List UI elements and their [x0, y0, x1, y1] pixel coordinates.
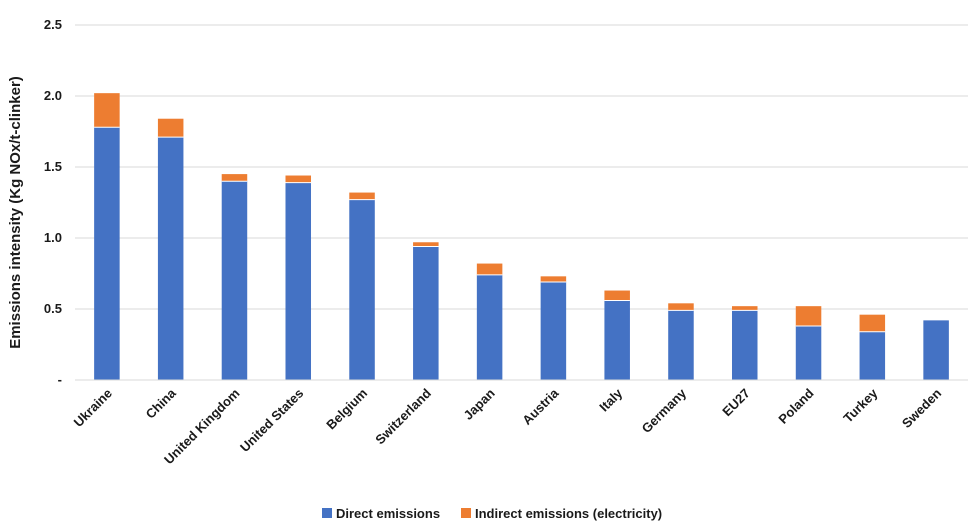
bar-indirect-china [157, 118, 184, 138]
x-tick-label: Switzerland [372, 385, 434, 447]
bar-indirect-eu27 [731, 306, 758, 311]
bar-direct-united-kingdom [221, 181, 248, 380]
bar-indirect-ukraine [94, 93, 120, 128]
legend-label-direct: Direct emissions [336, 506, 440, 521]
x-tick-label: Sweden [899, 385, 944, 430]
x-tick-label: Poland [775, 385, 816, 426]
x-tick-label: Ukraine [71, 386, 115, 430]
x-tick-label: Germany [639, 385, 690, 436]
bar-indirect-turkey [859, 314, 886, 332]
x-tick-label: Turkey [840, 385, 881, 426]
bar-indirect-switzerland [413, 242, 439, 247]
legend-label-indirect: Indirect emissions (electricity) [475, 506, 662, 521]
y-axis-tick-labels: - 0.5 1.0 1.5 2.0 2.5 [44, 17, 62, 387]
bar-indirect-italy [604, 290, 630, 301]
x-tick-label: Italy [596, 385, 626, 415]
bar-indirect-germany [668, 303, 694, 311]
bars [94, 93, 949, 381]
x-tick-label: Austria [519, 385, 562, 428]
y-axis-title: Emissions intensity (Kg NOx/t-clinker) [7, 76, 24, 349]
bar-indirect-belgium [349, 192, 375, 200]
y-tick-label: - [58, 372, 62, 387]
bar-direct-ukraine [94, 127, 120, 381]
bar-indirect-japan [476, 263, 503, 275]
y-tick-label: 2.5 [44, 17, 62, 32]
y-tick-label: 1.5 [44, 159, 62, 174]
legend-swatch-indirect [461, 508, 471, 518]
bar-direct-turkey [859, 331, 886, 380]
x-tick-label: China [143, 385, 180, 422]
bar-direct-united-states [285, 182, 312, 380]
x-tick-label: EU27 [719, 386, 753, 420]
bar-direct-germany [668, 310, 694, 380]
x-tick-label: Belgium [323, 386, 370, 433]
bar-direct-japan [476, 274, 503, 380]
legend-swatch-direct [322, 508, 332, 518]
bar-direct-austria [540, 282, 567, 380]
gridlines [75, 24, 968, 310]
bar-indirect-poland [795, 306, 822, 327]
y-tick-label: 0.5 [44, 301, 62, 316]
bar-indirect-austria [540, 276, 567, 283]
legend: Direct emissions Indirect emissions (elec… [322, 506, 662, 521]
y-tick-label: 1.0 [44, 230, 62, 245]
bar-direct-china [157, 137, 184, 380]
bar-indirect-united-kingdom [221, 174, 248, 182]
bar-direct-poland [795, 326, 822, 380]
bar-direct-italy [604, 300, 630, 380]
y-tick-label: 2.0 [44, 88, 62, 103]
bar-direct-switzerland [413, 246, 439, 380]
bar-indirect-united-states [285, 175, 312, 183]
bar-direct-sweden [923, 320, 949, 380]
bar-direct-eu27 [731, 310, 758, 380]
x-tick-label: United States [237, 386, 306, 455]
bar-direct-belgium [349, 199, 375, 380]
x-tick-label: Japan [461, 385, 498, 422]
